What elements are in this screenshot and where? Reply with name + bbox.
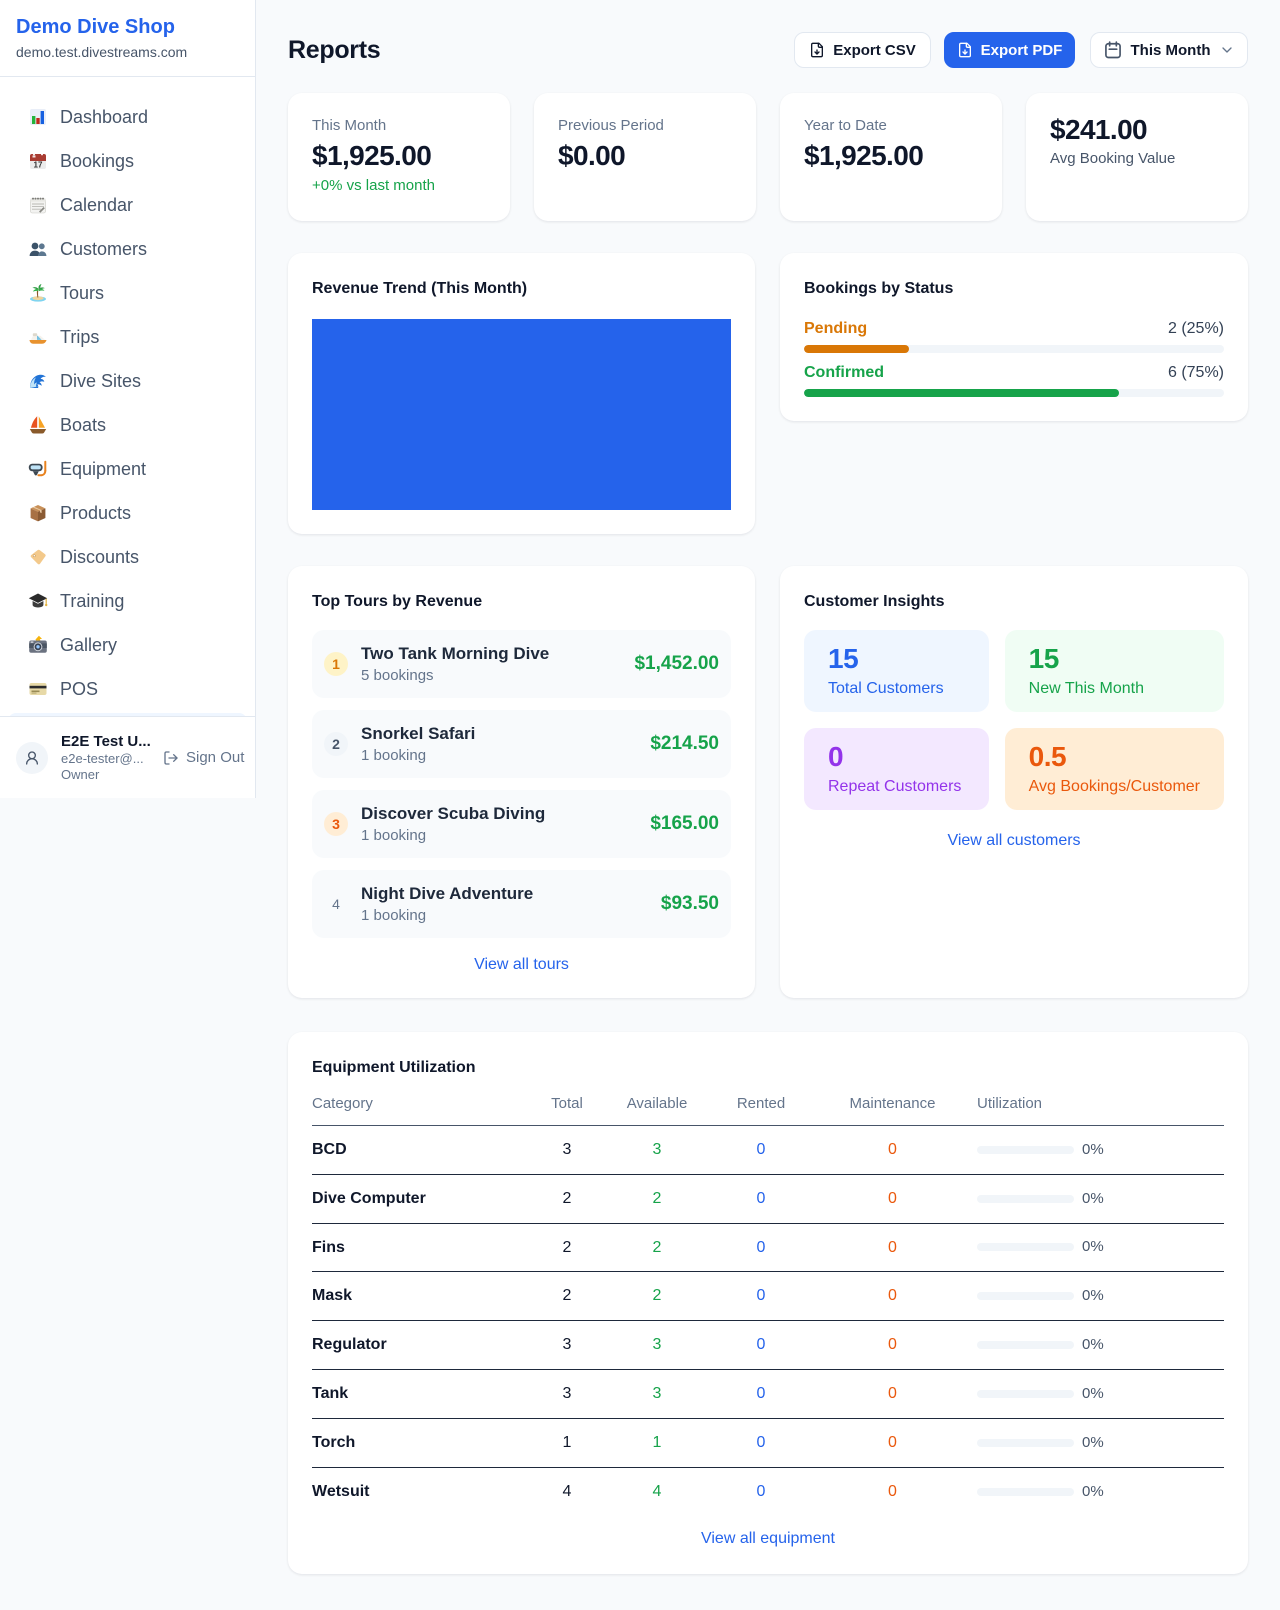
svg-text:17: 17 <box>34 160 43 169</box>
